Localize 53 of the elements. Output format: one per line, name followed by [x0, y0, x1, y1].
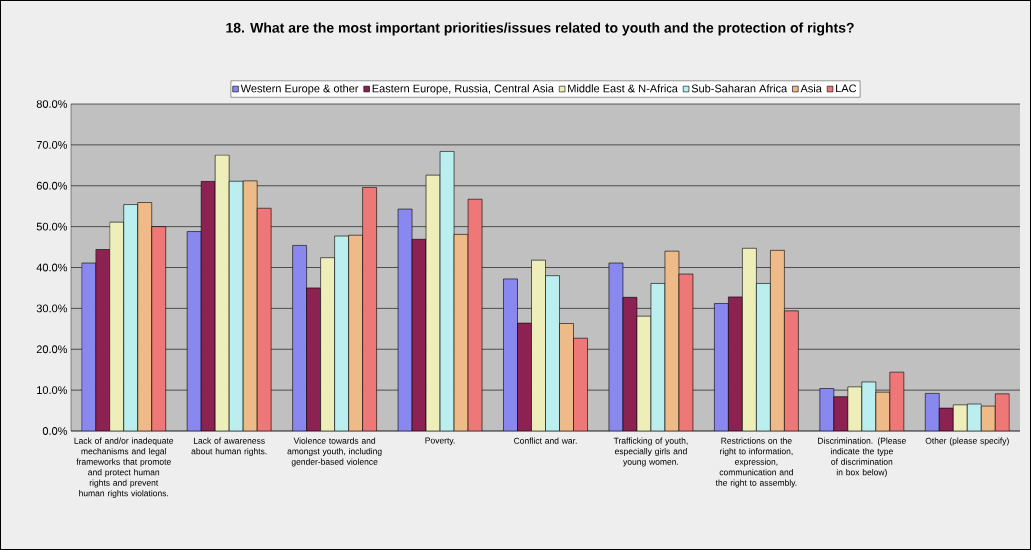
bar: [559, 323, 574, 431]
bar: [95, 249, 111, 431]
bar: [348, 234, 363, 431]
y-tick-label: 0.0%: [42, 427, 68, 435]
x-tick-label: Lack of and/or inadequate mechanisms and legal frameworks that promote and protect human rights and prevent human rights violations.: [74, 437, 174, 498]
legend-label: Sub-Saharan Africa: [691, 84, 788, 93]
legend-label: Asia: [800, 84, 822, 93]
bar: [256, 207, 272, 431]
x-tick-label: Violence towards and amongst youth, including gender-based violence: [287, 437, 382, 467]
bar: [889, 371, 905, 431]
bar: [228, 180, 244, 431]
bar: [81, 262, 97, 431]
bar: [503, 278, 518, 431]
legend-label: Western Europe & other: [240, 84, 359, 95]
bar: [186, 231, 202, 431]
y-tick-label: 60.0%: [36, 181, 68, 190]
bar: [770, 250, 785, 431]
chart-title: 18. What are the most important priorities/issues related to youth and the protection of rights?: [226, 22, 854, 36]
x-tick-label: Poverty.: [425, 437, 455, 446]
bar: [517, 322, 532, 431]
bar: [784, 310, 799, 431]
bar: [728, 296, 743, 431]
legend-label: Middle East & N-Africa: [568, 84, 678, 93]
bar: [334, 235, 349, 431]
bar: [242, 180, 258, 431]
x-tick-label: Restrictions on the right to information, expression, communication and the right to assembly.: [715, 437, 797, 488]
x-tick-label: Other (please specify): [925, 437, 1009, 446]
bar: [292, 245, 307, 431]
y-tick-label: 30.0%: [36, 304, 68, 313]
bar: [573, 337, 588, 431]
bar: [545, 275, 560, 431]
bar: [819, 388, 835, 431]
x-tick-label: Discrimination. (Please indicate the type of discrimination in box below): [818, 437, 906, 477]
y-tick-label: 10.0%: [37, 386, 68, 395]
bar: [756, 283, 771, 431]
legend-label: LAC: [836, 84, 857, 93]
y-tick-label: 40.0%: [36, 263, 68, 272]
bar: [151, 226, 167, 431]
legend-label: Eastern Europe, Russia, Central Asia: [372, 84, 554, 95]
y-tick-label: 80.0%: [36, 100, 68, 108]
y-tick-label: 50.0%: [36, 222, 68, 231]
bar: [994, 393, 1010, 431]
y-tick-label: 70.0%: [36, 141, 68, 149]
bar: [306, 287, 321, 431]
bar: [123, 204, 139, 431]
bar: [362, 187, 377, 431]
bar: [137, 202, 153, 431]
x-tick-label: Conflict and war.: [514, 437, 577, 444]
bar: [200, 180, 216, 431]
x-tick-label: Lack of awareness about human rights.: [191, 437, 267, 456]
x-tick-label: Trafficking of youth, especially girls and young women.: [613, 437, 688, 467]
y-tick-label: 20.0%: [36, 345, 68, 354]
bar: [714, 303, 729, 431]
